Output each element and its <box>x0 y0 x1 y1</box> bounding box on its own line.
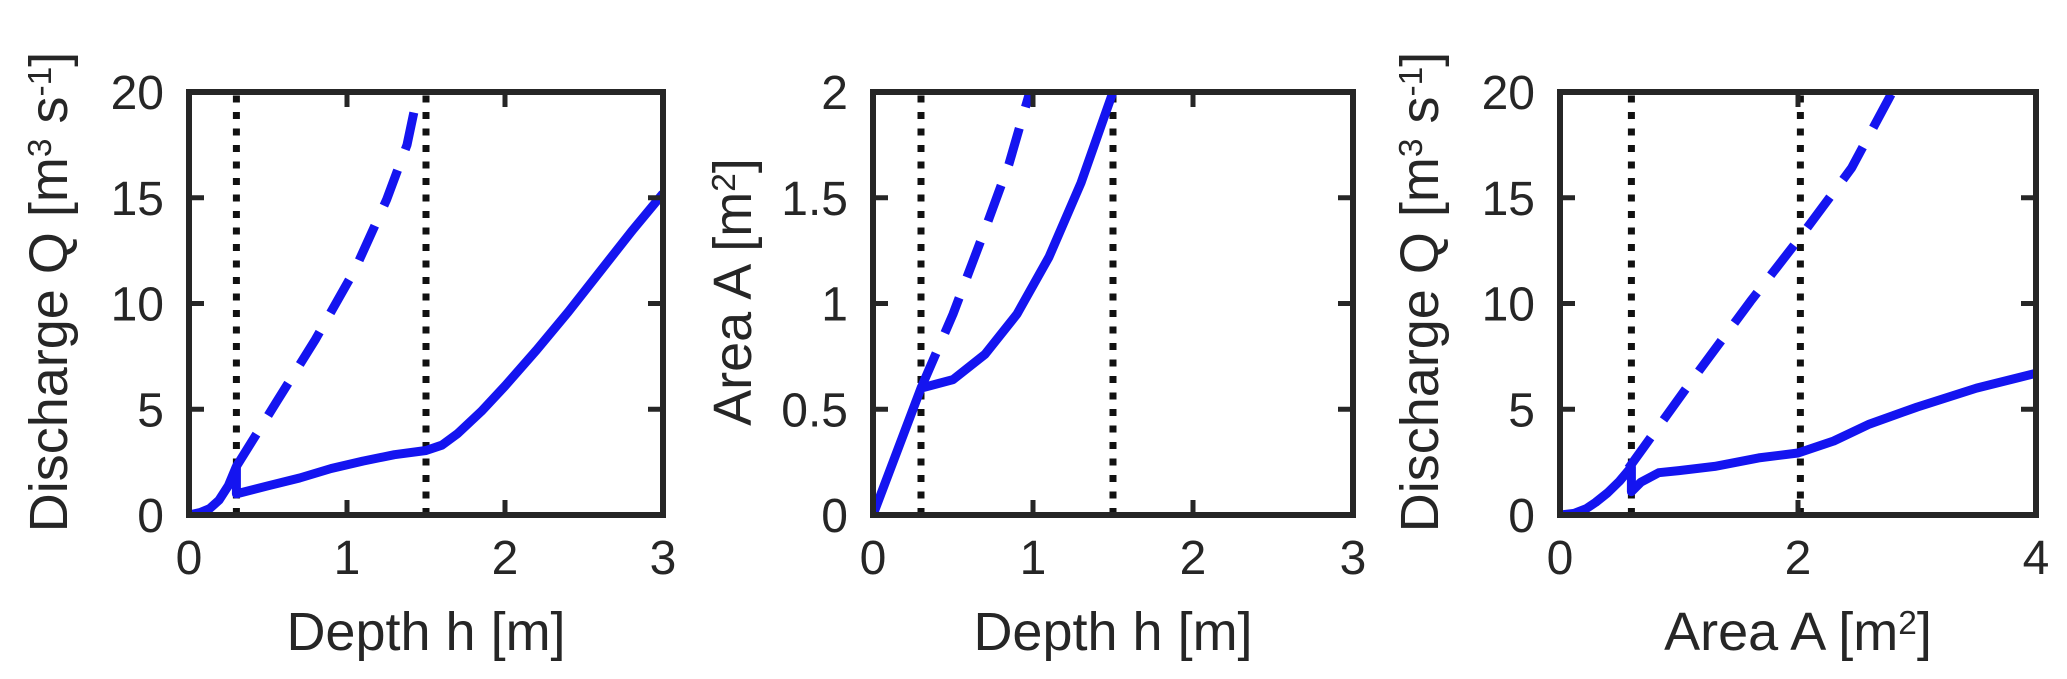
axis-label-segment: ] <box>19 51 79 67</box>
axis-label-segment: ] <box>703 158 763 174</box>
axes-frame <box>1557 89 2039 518</box>
y-tick-label: 20 <box>1482 67 1535 120</box>
axis-label-segment: Discharge Q [m <box>1390 157 1450 533</box>
y-axis-label-discharge-left: Discharge Q [m3 s-1] <box>13 0 85 642</box>
axis-label-segment: -1 <box>21 66 59 97</box>
y-tick-label: 1.5 <box>781 173 848 226</box>
axis-label-segment: Area A [m <box>1664 602 1899 662</box>
axis-label-segment: ] <box>1390 51 1450 67</box>
y-tick-label: 5 <box>1508 384 1535 437</box>
axis-label-segment: ] <box>1916 602 1932 662</box>
solid-curve <box>189 190 663 515</box>
axis-label-segment: s <box>19 96 79 139</box>
y-tick-label: 10 <box>111 279 164 332</box>
y-tick-label: 0 <box>1508 490 1535 543</box>
axis-label-segment: Depth h [m] <box>973 602 1253 662</box>
y-tick-label: 15 <box>111 173 164 226</box>
axis-label-segment: s <box>1390 96 1450 139</box>
axis-label-segment: Discharge Q [m <box>19 157 79 533</box>
x-tick-label: 0 <box>860 532 887 585</box>
y-tick-label: 20 <box>111 67 164 120</box>
y-tick-label: 1 <box>821 279 848 332</box>
x-tick-label: 3 <box>650 532 677 585</box>
axis-label-segment: Area A [m <box>703 191 763 426</box>
dashed-curve <box>1624 92 1898 472</box>
x-tick-label: 1 <box>1020 532 1047 585</box>
dashed-curve <box>232 92 423 469</box>
axis-label-segment: 3 <box>1392 138 1430 158</box>
x-tick-label: 3 <box>1340 532 1367 585</box>
x-axis-label-depth-left: Depth h [m] <box>76 596 776 668</box>
x-tick-label: 2 <box>1180 532 1207 585</box>
x-tick-label: 1 <box>334 532 361 585</box>
axes-frame <box>186 89 666 518</box>
y-axis-label-discharge-right: Discharge Q [m3 s-1] <box>1384 0 1456 642</box>
axis-label-segment: 2 <box>1898 604 1917 642</box>
x-tick-label: 2 <box>492 532 519 585</box>
y-tick-label: 15 <box>1482 173 1535 226</box>
panel-0: 0 1 2 3 0 5 10 15 20 <box>111 67 677 585</box>
axis-label-segment: 2 <box>705 173 743 192</box>
dashed-curve <box>916 92 1035 390</box>
x-tick-label: 2 <box>1785 532 1812 585</box>
y-tick-label: 0.5 <box>781 384 848 437</box>
x-tick-label: 4 <box>2023 532 2050 585</box>
y-axis-label-area: Area A [m2] <box>697 0 769 642</box>
panel-2: 0 2 4 0 5 10 15 20 <box>1482 67 2050 585</box>
y-tick-label: 2 <box>821 67 848 120</box>
y-tick-label: 0 <box>137 490 164 543</box>
axis-label-segment: Depth h [m] <box>286 602 566 662</box>
axis-label-segment: -1 <box>1392 66 1430 97</box>
x-tick-label: 0 <box>176 532 203 585</box>
solid-curve <box>1560 368 2036 515</box>
solid-curve <box>873 92 1118 515</box>
y-tick-label: 5 <box>137 384 164 437</box>
x-tick-label: 0 <box>1547 532 1574 585</box>
y-tick-label: 10 <box>1482 279 1535 332</box>
axes-frame <box>870 89 1356 518</box>
x-axis-label-depth-middle: Depth h [m] <box>763 596 1463 668</box>
x-axis-label-area-right: Area A [m2] <box>1448 596 2067 668</box>
y-tick-label: 0 <box>821 490 848 543</box>
panel-1: 0 1 2 3 0 0.5 1 1.5 2 <box>781 67 1367 585</box>
axis-label-segment: 3 <box>21 138 59 158</box>
